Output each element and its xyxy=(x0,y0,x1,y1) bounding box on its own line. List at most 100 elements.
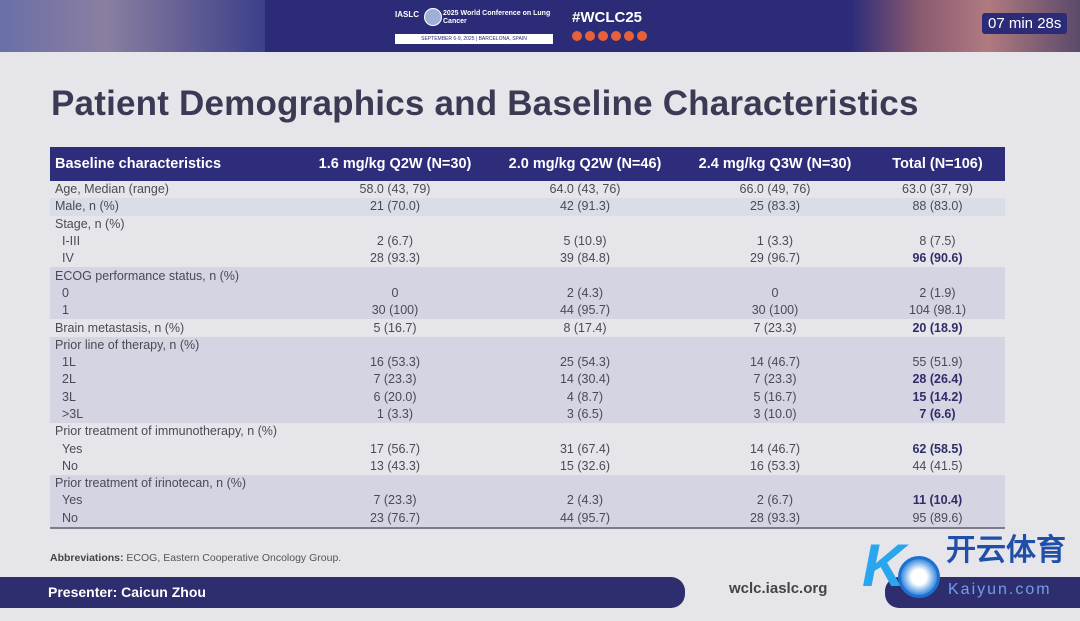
dose-cell: 25 (54.3) xyxy=(490,353,680,372)
dose-cell xyxy=(490,216,680,233)
dose-cell: 44 (95.7) xyxy=(490,509,680,529)
total-cell: 96 (90.6) xyxy=(912,251,963,266)
facebook-icon xyxy=(572,31,582,41)
soccer-ball-icon xyxy=(898,556,940,598)
watermark-cn: 开云体育 xyxy=(946,534,1066,567)
column-header: Total (N=106) xyxy=(870,147,1005,181)
row-label: 0 xyxy=(50,284,300,303)
watermark-en: Kaiyun.com xyxy=(948,581,1052,598)
dose-cell xyxy=(680,336,870,354)
dose-cell xyxy=(300,336,490,354)
dose-cell: 28 (93.3) xyxy=(680,509,870,529)
table-row: No 13 (43.3) 15 (32.6) 16 (53.3) 44 (41.5) xyxy=(50,458,1005,475)
total-cell: 15 (14.2) xyxy=(870,388,1005,406)
dose-cell: 66.0 (49, 76) xyxy=(739,182,811,197)
total-cell: 44 (41.5) xyxy=(912,458,963,473)
social-icons xyxy=(572,31,647,41)
total-cell: 63.0 (37, 79) xyxy=(902,182,973,197)
conference-banner: IASLC 2025 World Conference on Lung Canc… xyxy=(0,0,1080,52)
dose-cell xyxy=(300,267,490,285)
dose-cell: 7 (23.3) xyxy=(680,371,870,389)
table-row: IV 28 (93.3) 39 (84.8) 29 (96.7) 96 (90.6) xyxy=(50,250,1005,267)
dose-cell xyxy=(490,267,680,285)
dose-cell: 3 (10.0) xyxy=(680,405,870,424)
dose-cell: 30 (100) xyxy=(680,302,870,320)
dose-cell: 31 (67.4) xyxy=(559,441,611,456)
dose-cell xyxy=(490,423,680,440)
dose-cell xyxy=(680,267,870,285)
row-label: >3L xyxy=(50,405,300,424)
dose-cell: 23 (76.7) xyxy=(300,509,490,529)
column-header: 2.0 mg/kg Q2W (N=46) xyxy=(490,147,680,181)
row-label: Stage, n (%) xyxy=(55,216,125,231)
dose-cell: 42 (91.3) xyxy=(490,198,680,216)
total-cell: 20 (18.9) xyxy=(912,320,963,335)
x-icon xyxy=(598,31,608,41)
abbreviations-note: Abbreviations: ECOG, Eastern Cooperative… xyxy=(50,552,341,564)
table-row: ECOG performance status, n (%) xyxy=(50,267,1005,285)
dose-cell: 17 (56.7) xyxy=(369,441,421,456)
row-label: Brain metastasis, n (%) xyxy=(55,320,185,335)
dose-cell: 28 (93.3) xyxy=(369,251,421,266)
dose-cell: 2 (6.7) xyxy=(376,234,414,249)
table-row: Stage, n (%) xyxy=(50,216,1005,233)
dose-cell: 2 (4.3) xyxy=(490,284,680,303)
total-cell: 95 (89.6) xyxy=(870,509,1005,529)
dose-cell: 0 xyxy=(680,284,870,303)
dose-cell: 0 xyxy=(300,284,490,303)
row-label: ECOG performance status, n (%) xyxy=(50,267,300,285)
dose-cell: 64.0 (43, 76) xyxy=(549,182,621,197)
dose-cell: 5 (16.7) xyxy=(373,320,417,335)
table-row: 1L 16 (53.3) 25 (54.3) 14 (46.7) 55 (51.9) xyxy=(50,353,1005,372)
dose-cell: 7 (23.3) xyxy=(300,492,490,510)
row-label: IV xyxy=(62,251,74,266)
conference-dates: SEPTEMBER 6-9, 2025 | BARCELONA, SPAIN xyxy=(395,34,553,44)
dose-cell: 5 (16.7) xyxy=(680,388,870,406)
total-cell xyxy=(870,475,1005,493)
total-cell: 2 (1.9) xyxy=(870,284,1005,303)
row-label: Prior treatment of irinotecan, n (%) xyxy=(50,475,300,493)
total-cell xyxy=(870,216,1005,233)
total-cell: 28 (26.4) xyxy=(870,371,1005,389)
conference-logo: IASLC 2025 World Conference on Lung Canc… xyxy=(395,8,555,46)
total-cell xyxy=(870,423,1005,440)
column-header: 2.4 mg/kg Q3W (N=30) xyxy=(680,147,870,181)
watermark-logo: K 开云体育 Kaiyun.com xyxy=(862,534,1080,621)
table-row: I-III 2 (6.7) 5 (10.9) 1 (3.3) 8 (7.5) xyxy=(50,233,1005,250)
row-label: 1 xyxy=(50,302,300,320)
conference-name: 2025 World Conference on Lung Cancer xyxy=(443,10,551,25)
countdown-timer: 07 min 28s xyxy=(982,13,1068,34)
table-row: >3L 1 (3.3) 3 (6.5) 3 (10.0) 7 (6.6) xyxy=(50,405,1005,424)
dose-cell: 1 (3.3) xyxy=(300,405,490,424)
youtube-icon xyxy=(624,31,634,41)
dose-cell: 16 (53.3) xyxy=(749,458,801,473)
row-label: I-III xyxy=(62,234,81,249)
dose-cell xyxy=(680,216,870,233)
table-row: Age, Median (range) 58.0 (43, 79) 64.0 (43… xyxy=(50,181,1005,198)
row-label: Age, Median (range) xyxy=(55,182,169,197)
row-label: No xyxy=(62,458,78,473)
row-label: 1L xyxy=(50,353,300,372)
table-row: Yes 7 (23.3) 2 (4.3) 2 (6.7) 11 (10.4) xyxy=(50,492,1005,510)
row-label: Yes xyxy=(50,492,300,510)
dose-cell: 2 (6.7) xyxy=(680,492,870,510)
dose-cell xyxy=(300,216,490,233)
total-cell: 55 (51.9) xyxy=(870,353,1005,372)
dose-cell: 4 (8.7) xyxy=(490,388,680,406)
total-cell xyxy=(870,336,1005,354)
abbreviations-text: ECOG, Eastern Cooperative Oncology Group… xyxy=(123,552,342,564)
row-label: 2L xyxy=(50,371,300,389)
total-cell: 7 (6.6) xyxy=(870,405,1005,424)
abbreviations-label: Abbreviations: xyxy=(50,552,124,564)
dose-cell: 1 (3.3) xyxy=(756,234,794,249)
table-row: Prior line of therapy, n (%) xyxy=(50,336,1005,354)
dose-cell: 25 (83.3) xyxy=(680,198,870,216)
dose-cell: 7 (23.3) xyxy=(300,371,490,389)
total-cell: 11 (10.4) xyxy=(870,492,1005,510)
flickr-icon xyxy=(637,31,647,41)
banner-photo-left xyxy=(0,0,265,52)
dose-cell: 58.0 (43, 79) xyxy=(359,182,431,197)
dose-cell xyxy=(680,475,870,493)
org-name: IASLC xyxy=(395,10,419,19)
